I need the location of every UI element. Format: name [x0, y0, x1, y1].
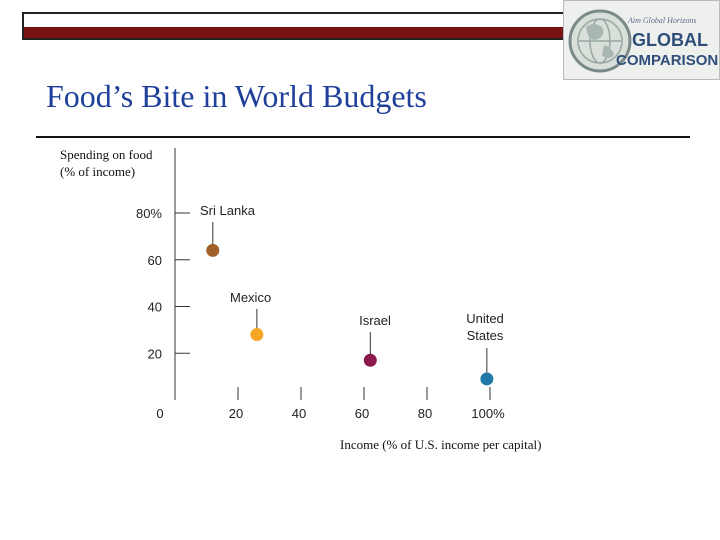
- data-point-united-states: [480, 372, 494, 386]
- y-tick-label-40: 40: [148, 300, 162, 315]
- y-axis-label-line-2: (% of income): [60, 164, 136, 179]
- header-bar-stripe: [24, 27, 580, 38]
- y-tick-label-60: 60: [148, 253, 162, 268]
- page-title: Food’s Bite in World Budgets: [46, 78, 427, 114]
- point-label-united-states-1: United: [466, 311, 504, 326]
- x-tick-label-60: 60: [355, 406, 369, 421]
- y-axis-label-line-1: Spending on food: [60, 147, 153, 162]
- x-tick-label-40: 40: [292, 406, 306, 421]
- globe-icon: Aim Global Horizons GLOBAL COMPARISON: [568, 9, 718, 73]
- y-tick-label-20: 20: [148, 346, 162, 361]
- point-label-mexico-1: Mexico: [230, 290, 271, 305]
- header-bar: [22, 12, 582, 40]
- data-point-mexico: [250, 328, 264, 342]
- y-axis-label: Spending on food (% of income): [60, 146, 190, 180]
- data-point-sri-lanka: [206, 243, 220, 257]
- x-tick-label-0: 0: [156, 406, 163, 421]
- point-label-united-states-2: States: [467, 328, 504, 343]
- svg-text:GLOBAL: GLOBAL: [632, 30, 708, 50]
- x-axis-label: Income (% of U.S. income per capital): [340, 437, 542, 452]
- point-label-israel-1: Israel: [359, 313, 391, 328]
- title-divider: [36, 136, 690, 138]
- svg-text:Aim Global Horizons: Aim Global Horizons: [627, 16, 696, 25]
- x-tick-label-100: 100%: [471, 406, 505, 421]
- data-point-israel: [363, 353, 377, 367]
- svg-text:COMPARISON: COMPARISON: [616, 52, 718, 69]
- x-tick-label-80: 80: [418, 406, 432, 421]
- point-label-sri-lanka-1: Sri Lanka: [200, 203, 256, 218]
- y-tick-label-80: 80%: [136, 206, 162, 221]
- global-comparison-badge: Aim Global Horizons GLOBAL COMPARISON: [563, 0, 720, 80]
- x-tick-label-20: 20: [229, 406, 243, 421]
